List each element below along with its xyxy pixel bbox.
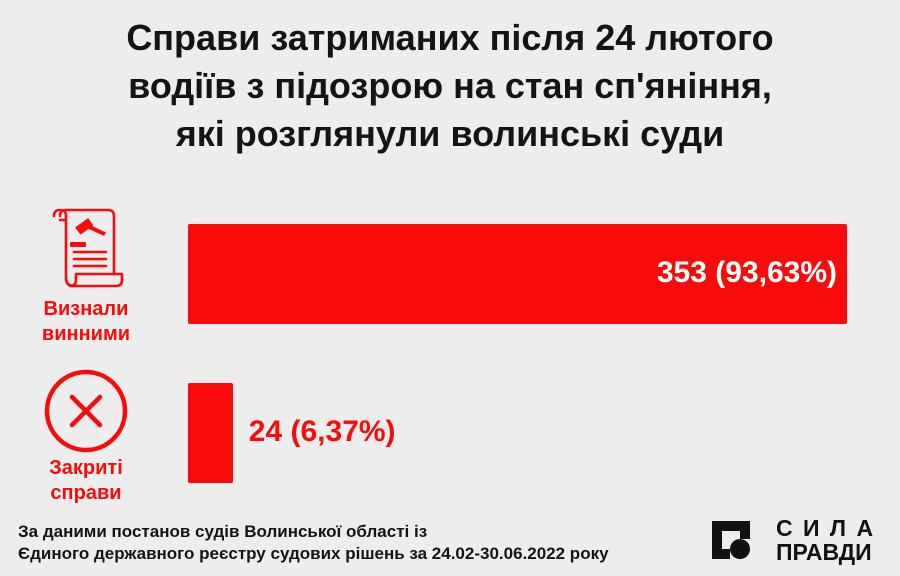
bar-closed (188, 383, 233, 483)
source-note: За даними постанов судів Волинської обла… (18, 521, 609, 565)
category-label-closed: Закриті справи (49, 457, 123, 504)
title-line-3: які розглянули волинські суди (175, 113, 725, 154)
bar-chart: Визнали винними Закриті справи 353 (93,6… (0, 190, 900, 510)
court-document-gavel-icon (52, 208, 124, 288)
cross-circle-icon (44, 369, 128, 453)
value-label-closed: 24 (6,37%) (248, 415, 396, 448)
source-line-1: За даними постанов судів Волинської обла… (18, 522, 428, 541)
value-label-guilty: 353 (93,63%) (656, 256, 837, 289)
chart-title: Справи затриманих після 24 лютого водіїв… (0, 14, 900, 158)
title-line-2: водіїв з підозрою на стан сп'яніння, (128, 65, 772, 106)
logo-word-sila: С И Л А (776, 515, 876, 541)
logo-word-pravdy: ПРАВДИ (776, 539, 872, 565)
sila-pravdy-logo-icon (712, 521, 750, 559)
category-label-guilty: Визнали винними (41, 298, 131, 345)
source-line-2: Єдиного державного реєстру судових рішен… (18, 544, 609, 563)
brand-logo: С И Л А ПРАВДИ (706, 515, 891, 565)
title-line-1: Справи затриманих після 24 лютого (126, 17, 774, 58)
bar-guilty (188, 224, 847, 324)
